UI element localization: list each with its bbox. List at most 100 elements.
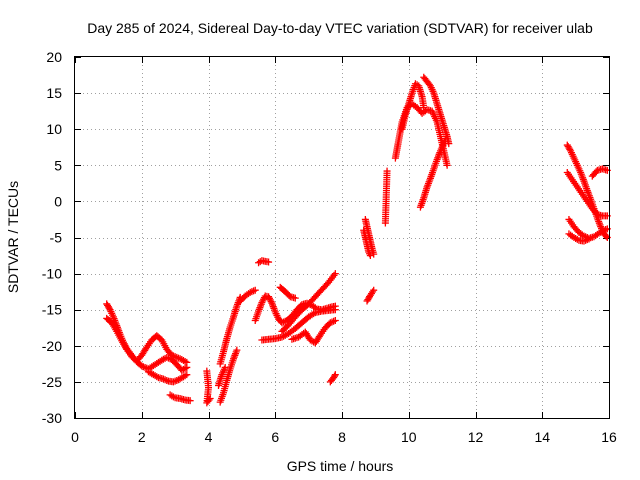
data-point — [105, 304, 113, 312]
data-point — [267, 298, 275, 306]
data-point — [171, 353, 179, 361]
series-arc-26 — [563, 169, 611, 220]
series-arc-15 — [276, 283, 299, 302]
data-point — [443, 161, 451, 169]
series-arc-7 — [216, 293, 244, 368]
series-arc-9 — [236, 286, 259, 305]
data-point — [221, 363, 229, 371]
data-point — [183, 371, 191, 379]
data-point — [163, 376, 171, 384]
data-point — [326, 319, 334, 327]
y-tick-label: 10 — [46, 121, 62, 137]
data-point — [583, 236, 591, 244]
data-point — [331, 306, 339, 314]
data-point — [266, 296, 274, 304]
chart-title: Day 285 of 2024, Sidereal Day-to-day VTE… — [87, 20, 593, 36]
y-tick-label: -20 — [42, 338, 62, 354]
data-point — [183, 358, 191, 366]
data-point — [163, 353, 171, 361]
data-point — [248, 288, 256, 296]
x-tick-label: 10 — [401, 429, 417, 445]
x-tick-label: 4 — [205, 429, 213, 445]
data-points — [103, 73, 611, 407]
data-point — [139, 363, 147, 371]
data-point — [310, 310, 318, 318]
data-point — [602, 226, 610, 234]
series-arc-5 — [203, 367, 214, 407]
data-point — [246, 288, 254, 296]
data-point — [174, 354, 182, 362]
x-tick-label: 8 — [338, 429, 346, 445]
y-tick-label: 15 — [46, 85, 62, 101]
data-point — [600, 226, 608, 234]
data-point — [366, 252, 374, 260]
data-point — [168, 351, 176, 359]
data-point — [250, 287, 258, 295]
data-point — [259, 297, 267, 305]
y-axis-label: SDTVAR / TECUs — [5, 181, 21, 293]
y-tick-label: 20 — [46, 49, 62, 65]
data-point — [258, 298, 266, 306]
series-arc-16 — [326, 371, 339, 386]
data-point — [370, 286, 378, 294]
data-point — [251, 286, 259, 294]
data-point — [138, 362, 146, 370]
data-point — [159, 375, 167, 383]
series-arc-19 — [363, 286, 378, 305]
data-point — [280, 318, 288, 326]
data-point — [233, 346, 241, 354]
series-arc-20 — [381, 167, 391, 227]
data-point — [420, 104, 428, 112]
x-tick-label: 6 — [271, 429, 279, 445]
series-arc-3 — [144, 368, 191, 386]
data-point — [205, 396, 213, 404]
data-point — [161, 376, 169, 384]
y-tick-label: 0 — [54, 193, 62, 209]
data-point — [331, 270, 339, 278]
x-tick-label: 0 — [71, 429, 79, 445]
data-point — [181, 372, 189, 380]
series-arc-18 — [360, 226, 374, 260]
data-point — [330, 372, 338, 380]
data-point — [580, 237, 588, 245]
series-arc-24 — [416, 136, 449, 211]
data-point — [566, 145, 574, 153]
data-point — [265, 258, 273, 266]
data-point — [441, 136, 449, 144]
series-arc-13 — [288, 317, 339, 347]
data-point — [265, 294, 273, 302]
data-point — [169, 378, 177, 386]
grid-lines — [75, 57, 609, 418]
data-point — [585, 235, 593, 243]
x-tick-label: 12 — [468, 429, 484, 445]
x-tick-label: 14 — [534, 429, 550, 445]
series-arc-11 — [258, 306, 339, 344]
data-point — [291, 294, 299, 302]
series-arc-27 — [565, 215, 611, 242]
data-point — [265, 293, 273, 301]
series-arc-22 — [398, 80, 428, 133]
y-tick-label: 5 — [54, 157, 62, 173]
data-point — [331, 317, 339, 325]
series-arc-12 — [278, 270, 339, 335]
data-point — [171, 377, 179, 385]
y-tick-label: -25 — [42, 374, 62, 390]
data-point — [582, 236, 590, 244]
data-point — [330, 317, 338, 325]
data-point — [331, 371, 339, 379]
data-point — [328, 318, 336, 326]
data-point — [173, 353, 181, 361]
series-arc-17 — [361, 215, 378, 258]
y-tick-label: -10 — [42, 266, 62, 282]
series-arc-14 — [255, 257, 273, 267]
data-point — [206, 395, 214, 403]
series-arc-6 — [216, 346, 241, 406]
axis-ticks: 0 2 4 6 8 10 12 14 16 -30 -25 -20 -15 -10 -5 0 5 10 15 20 — [42, 49, 617, 445]
x-tick-label: 2 — [138, 429, 146, 445]
y-tick-label: -15 — [42, 302, 62, 318]
y-tick-label: -5 — [50, 230, 63, 246]
data-point — [181, 364, 189, 372]
x-axis-label: GPS time / hours — [287, 458, 394, 474]
plot-frame — [74, 56, 610, 419]
